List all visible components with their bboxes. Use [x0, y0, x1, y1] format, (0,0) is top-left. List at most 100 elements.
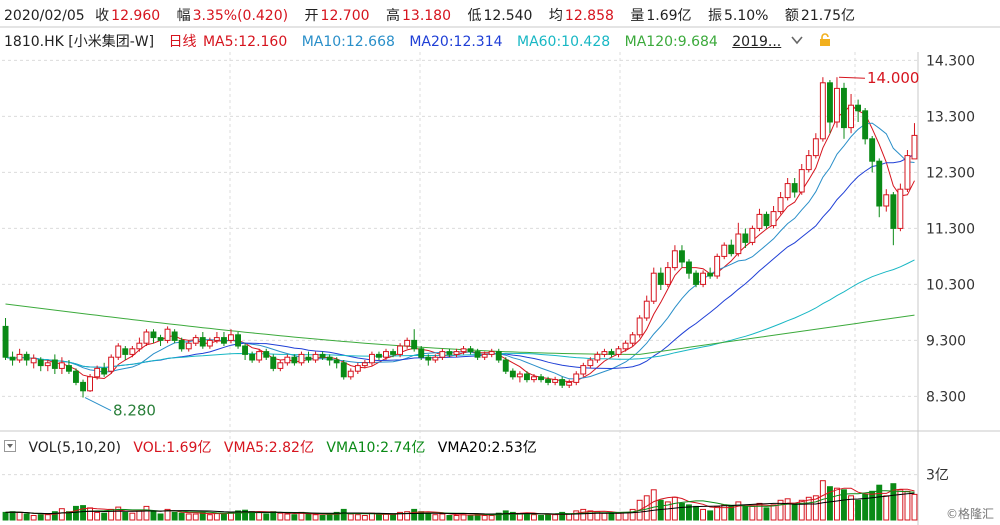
candle-body	[834, 87, 840, 123]
candle-body	[474, 351, 481, 358]
volume-bar	[2, 511, 9, 521]
volume-bar	[115, 506, 122, 521]
volume-bar	[742, 505, 749, 521]
candle-body	[9, 356, 16, 361]
close-value: 12.960	[111, 8, 161, 24]
candle-body	[333, 359, 340, 364]
volume-bar	[573, 510, 580, 521]
quote-bar: 2020/02/05 收 12.960 幅 3.35%(0.420) 开 12.700…	[4, 5, 867, 25]
volume-bar	[538, 515, 544, 521]
candle-body	[143, 331, 150, 344]
volume-bar	[66, 511, 72, 521]
volume-bar	[827, 486, 833, 521]
candle-body	[784, 183, 791, 199]
candle-body	[721, 244, 728, 257]
volume-bar	[686, 504, 692, 521]
candle-body	[502, 359, 509, 372]
candle-body	[650, 272, 657, 302]
date-range-label[interactable]: 2019...	[732, 34, 782, 50]
amount-value: 21.75亿	[800, 8, 856, 24]
candle-body	[171, 331, 178, 341]
candle-body	[87, 376, 93, 392]
volume-bar	[770, 504, 777, 521]
candle-body	[855, 104, 861, 112]
candle-body	[277, 362, 284, 369]
candle-body	[453, 351, 460, 355]
candle-body	[263, 351, 270, 358]
low-value: 12.540	[483, 8, 533, 24]
candle-body	[911, 134, 918, 160]
volume-bar	[73, 505, 79, 521]
candle-body	[629, 334, 636, 344]
candle-body	[728, 244, 735, 255]
volume-bar	[185, 513, 192, 521]
candle-body	[66, 365, 72, 372]
candle-body	[763, 213, 770, 227]
volume-bar	[411, 508, 418, 521]
candle-body	[185, 342, 192, 350]
chevron-down-icon[interactable]	[790, 34, 804, 50]
candle-body	[812, 138, 819, 157]
candle-body	[467, 348, 474, 353]
volume-bar	[580, 508, 587, 521]
candle-body	[326, 356, 333, 361]
volume-bar	[855, 499, 861, 521]
ma10-line	[5, 122, 915, 380]
volume-bar	[94, 511, 101, 521]
amount-label: 额	[784, 8, 799, 24]
volume-bar	[650, 489, 657, 521]
volume-bar	[798, 499, 805, 521]
ma-legend-bar: 1810.HK [小米集团-W] 日线 MA5:12.160 MA10:12.6…	[4, 31, 842, 51]
volume-bar	[136, 510, 143, 521]
volume-label: 量	[630, 8, 645, 24]
volume-bar	[749, 505, 756, 521]
candle-body	[361, 362, 368, 367]
candle-body	[369, 353, 375, 364]
price-tick-label: 11.300	[926, 221, 975, 237]
candle-body	[657, 272, 664, 285]
candle-body	[115, 345, 122, 358]
volume-bar	[178, 512, 185, 521]
volume-bar	[495, 512, 502, 521]
volume-bar	[615, 512, 622, 521]
candle-body	[587, 359, 594, 367]
symbol-label: 1810.HK [小米集团-W]	[4, 34, 155, 50]
volume-bar	[171, 511, 178, 521]
candle-body	[798, 169, 805, 193]
candle-body	[693, 272, 699, 285]
volume-bar	[340, 508, 347, 521]
volume-bar	[376, 514, 382, 521]
candle-body	[446, 351, 453, 355]
volume-bar	[213, 512, 220, 521]
volume-bar	[432, 514, 439, 521]
price-tick-label: 14.300	[926, 53, 975, 69]
candle-body	[531, 376, 537, 381]
volume-bar	[834, 487, 840, 521]
open-label: 开	[304, 8, 319, 24]
candle-body	[904, 155, 911, 190]
price-tick-label: 9.300	[926, 333, 966, 349]
volume-bar	[791, 502, 798, 521]
volume-bar	[763, 507, 770, 521]
candle-body	[2, 325, 9, 358]
avg-value: 12.858	[564, 8, 614, 24]
volume-bar	[516, 513, 523, 521]
volume-bar	[728, 505, 735, 521]
period-label: 日线	[168, 34, 197, 50]
candle-body	[425, 356, 432, 361]
volume-bar	[87, 507, 93, 521]
candle-body	[559, 379, 566, 386]
volume-bar	[242, 509, 249, 521]
candle-body	[298, 353, 305, 364]
volume-bar	[890, 483, 897, 521]
price-tick-label: 10.300	[926, 277, 975, 293]
watermark: ©格隆汇	[945, 507, 994, 521]
ma60-label: MA60:10.428	[516, 34, 611, 50]
candle-body	[495, 351, 502, 361]
ma5-line	[5, 104, 915, 383]
price-tick-label: 12.300	[926, 165, 975, 181]
candle-body	[73, 370, 79, 383]
low-label: 低	[467, 8, 482, 24]
lock-icon[interactable]	[818, 33, 832, 51]
panel-toggle-icon[interactable]	[4, 440, 16, 456]
